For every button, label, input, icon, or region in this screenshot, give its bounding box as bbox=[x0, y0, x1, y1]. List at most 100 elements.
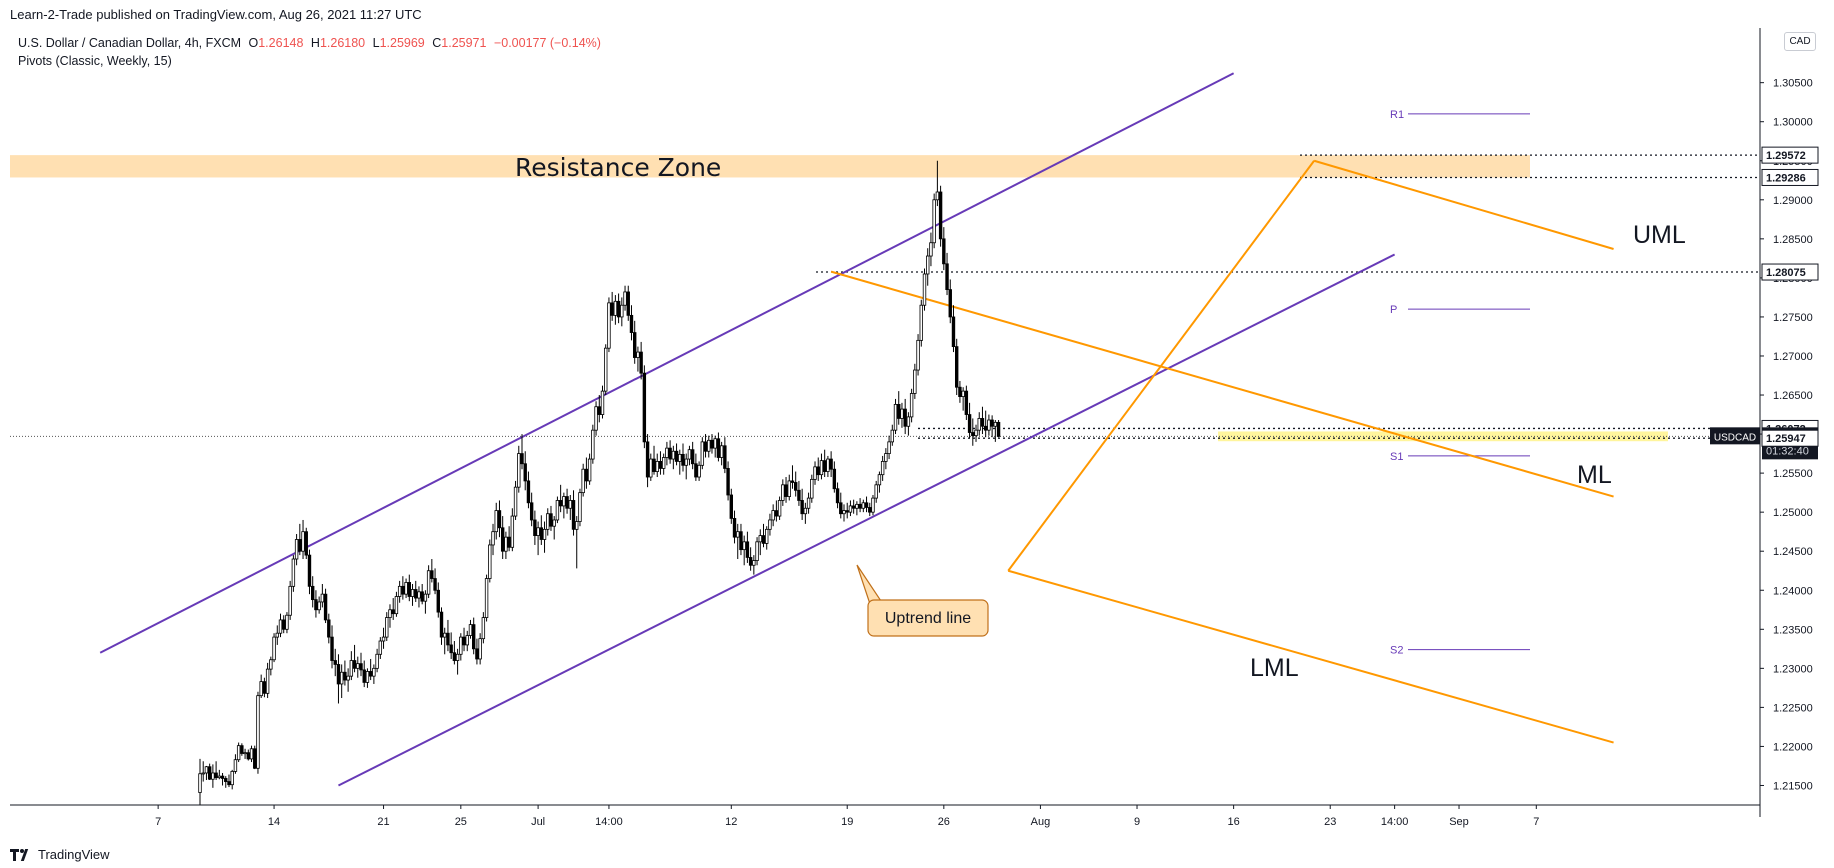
candle-body bbox=[774, 510, 779, 517]
candle bbox=[207, 763, 212, 781]
publisher-bar: Learn-2-Trade published on TradingView.c… bbox=[0, 0, 1834, 28]
price-level-tag-bg bbox=[1761, 263, 1819, 281]
upper-channel bbox=[99, 72, 1235, 654]
candle-body bbox=[372, 667, 376, 677]
candle bbox=[864, 496, 869, 513]
candle bbox=[217, 769, 222, 780]
candle-body bbox=[822, 460, 827, 472]
candle bbox=[613, 295, 618, 325]
candle-body bbox=[227, 781, 231, 786]
candle-body bbox=[665, 447, 669, 458]
candle bbox=[806, 492, 811, 514]
candle bbox=[929, 232, 933, 267]
candle bbox=[761, 523, 766, 548]
candle-body bbox=[410, 589, 415, 597]
candle bbox=[459, 633, 463, 661]
candle bbox=[803, 502, 808, 524]
candle-body bbox=[736, 531, 740, 538]
candle-body bbox=[926, 255, 930, 275]
change-value: −0.00177 (−0.14%) bbox=[493, 36, 601, 50]
candle-body bbox=[346, 675, 350, 681]
candle bbox=[278, 613, 283, 638]
candle-body bbox=[278, 619, 283, 634]
candle-body bbox=[417, 591, 421, 599]
candle bbox=[787, 474, 791, 501]
candle bbox=[497, 500, 502, 538]
candle-body bbox=[259, 681, 263, 697]
candle-body bbox=[211, 772, 215, 780]
candle bbox=[636, 346, 640, 372]
candle bbox=[327, 613, 331, 644]
candle-body bbox=[439, 611, 444, 638]
candle bbox=[282, 615, 286, 634]
pivot-label-r1: R1 bbox=[1390, 109, 1404, 121]
candle bbox=[926, 248, 930, 286]
candle bbox=[887, 435, 891, 460]
candle-body bbox=[719, 445, 724, 458]
candle bbox=[861, 499, 866, 513]
candle bbox=[645, 434, 650, 488]
candle-body bbox=[294, 539, 299, 560]
bar-countdown: 01:32:40 bbox=[1766, 445, 1809, 457]
candle-body bbox=[993, 421, 998, 427]
candle bbox=[542, 521, 547, 553]
candle bbox=[623, 285, 627, 311]
candle bbox=[629, 305, 634, 341]
candle bbox=[414, 580, 418, 602]
candle bbox=[517, 445, 521, 493]
candle-body bbox=[265, 668, 270, 694]
candle bbox=[529, 492, 534, 527]
price-level-tag-bg bbox=[1761, 146, 1819, 164]
indicator-legend[interactable]: Pivots (Classic, Weekly, 15) bbox=[18, 54, 172, 68]
currency-badge[interactable]: CAD bbox=[1784, 32, 1816, 51]
candle bbox=[700, 437, 705, 470]
candle-body bbox=[794, 482, 798, 491]
candle bbox=[443, 627, 447, 655]
candle bbox=[339, 664, 344, 699]
candle-body bbox=[523, 463, 527, 482]
candle bbox=[848, 500, 853, 517]
candle bbox=[851, 499, 856, 514]
candle-body bbox=[877, 474, 882, 486]
candle-body bbox=[320, 593, 325, 603]
candle-body bbox=[375, 653, 379, 669]
high-label: H bbox=[310, 36, 320, 50]
candle-body bbox=[668, 447, 672, 460]
candle-body bbox=[275, 632, 279, 638]
candle bbox=[703, 434, 708, 458]
candle-body bbox=[510, 515, 515, 548]
candle-body bbox=[394, 596, 399, 615]
price-tick-label: 1.22500 bbox=[1773, 702, 1813, 714]
symbol-description[interactable]: U.S. Dollar / Canadian Dollar, 4h, FXCM bbox=[18, 36, 242, 50]
candle-body bbox=[391, 609, 395, 615]
candle bbox=[690, 441, 695, 470]
pivot-label-p: P bbox=[1390, 304, 1397, 316]
candle bbox=[275, 625, 279, 645]
candle bbox=[784, 477, 788, 503]
time-tick-label: 7 bbox=[155, 816, 161, 828]
candle bbox=[616, 293, 621, 324]
candle bbox=[719, 441, 724, 466]
candle bbox=[236, 742, 241, 763]
time-tick-label: 23 bbox=[1324, 816, 1336, 828]
callout-joint bbox=[872, 601, 886, 605]
candle-body bbox=[929, 242, 933, 257]
price-level-tag-text: 1.28075 bbox=[1766, 267, 1806, 279]
candle-body bbox=[204, 766, 209, 774]
candle bbox=[375, 648, 379, 673]
candle bbox=[417, 586, 421, 608]
candle bbox=[346, 668, 350, 692]
candle bbox=[774, 500, 779, 522]
footer-brand[interactable]: TradingView bbox=[10, 847, 110, 862]
callout-box bbox=[867, 599, 989, 637]
candle-body bbox=[220, 775, 225, 779]
candle-body bbox=[446, 632, 450, 646]
candle-body bbox=[207, 766, 212, 780]
price-tick-label: 1.27500 bbox=[1773, 312, 1813, 324]
candle-body bbox=[459, 636, 463, 655]
candle-body bbox=[285, 614, 289, 630]
close-label: C bbox=[432, 36, 442, 50]
candle bbox=[723, 437, 727, 474]
candle-body bbox=[835, 488, 840, 504]
